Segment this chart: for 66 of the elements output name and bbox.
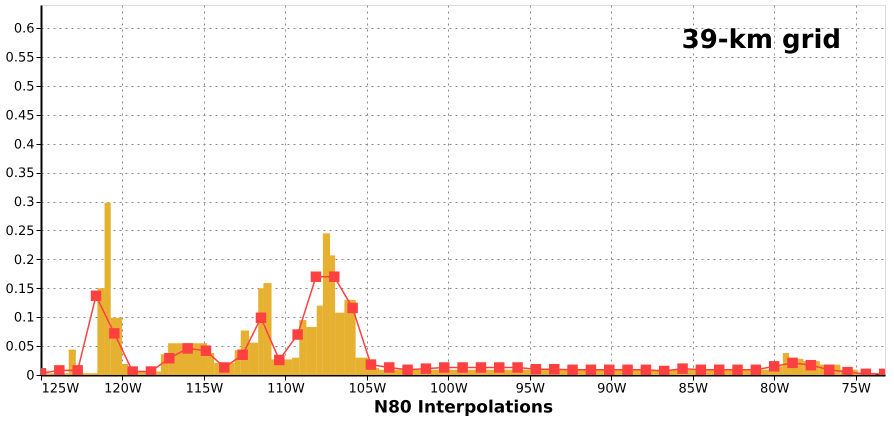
point [750, 364, 762, 375]
point [494, 362, 504, 373]
point [146, 366, 156, 375]
x-tick-label: 95W [516, 382, 546, 396]
x-tick-label: 100W [430, 382, 468, 396]
y-tick-label: 0.05 [6, 340, 34, 355]
point [384, 362, 395, 373]
point [274, 354, 285, 366]
point [530, 364, 542, 374]
x-tick-label: 105W [348, 382, 386, 396]
point [182, 343, 193, 354]
point [824, 364, 834, 375]
point [640, 364, 652, 375]
point [164, 352, 175, 364]
point [347, 302, 358, 314]
point [72, 365, 83, 375]
x-tick-label: 115W [186, 382, 224, 396]
point [200, 345, 212, 356]
x-tick-label: 120W [104, 382, 142, 396]
point [586, 364, 596, 375]
y-tick-label: 0.45 [6, 108, 34, 124]
point [567, 364, 578, 375]
point [604, 364, 614, 375]
y-tick-label: 0.5 [14, 79, 34, 94]
point [109, 328, 120, 339]
y-tick-label: 0.35 [6, 166, 34, 182]
point [732, 364, 743, 375]
point [310, 271, 322, 282]
point [696, 364, 706, 375]
annotation: 39-km grid [682, 25, 841, 55]
y-tick-label: 0.6 [14, 22, 34, 37]
point [292, 329, 303, 340]
y-tick-label: 0.4 [14, 137, 34, 152]
point [768, 361, 780, 372]
point [127, 366, 138, 375]
point [658, 366, 670, 375]
x-tick-label: 80W [760, 382, 790, 396]
x-tick-label: 110W [267, 382, 305, 396]
y-tick-label: 0.2 [14, 252, 34, 268]
x-tick-label: 85W [678, 382, 708, 396]
point [90, 290, 102, 302]
point [237, 350, 248, 360]
x-tick-label: 125W [42, 382, 80, 396]
y-tick-label: 0.3 [14, 195, 34, 210]
x-tick-label: 75W [841, 382, 872, 396]
point [439, 362, 450, 373]
point [54, 365, 65, 375]
point [714, 364, 724, 375]
point [366, 359, 376, 370]
point [457, 362, 468, 373]
point [549, 364, 560, 374]
y-tick-label: 0.15 [6, 282, 34, 297]
x-tick-label: 90W [597, 382, 627, 396]
y-tick-label: 0 [26, 368, 34, 384]
y-tick-label: 0.25 [6, 224, 34, 239]
point [256, 312, 266, 324]
y-tick-label: 0.55 [6, 50, 34, 66]
point [420, 363, 432, 374]
point [476, 362, 486, 373]
point [402, 364, 413, 375]
point [329, 271, 340, 282]
y-tick-label: 0.1 [14, 310, 34, 326]
x-axis-title: N80 Interpolations [374, 398, 554, 418]
point [677, 363, 688, 374]
point [622, 364, 633, 375]
point [512, 362, 523, 373]
